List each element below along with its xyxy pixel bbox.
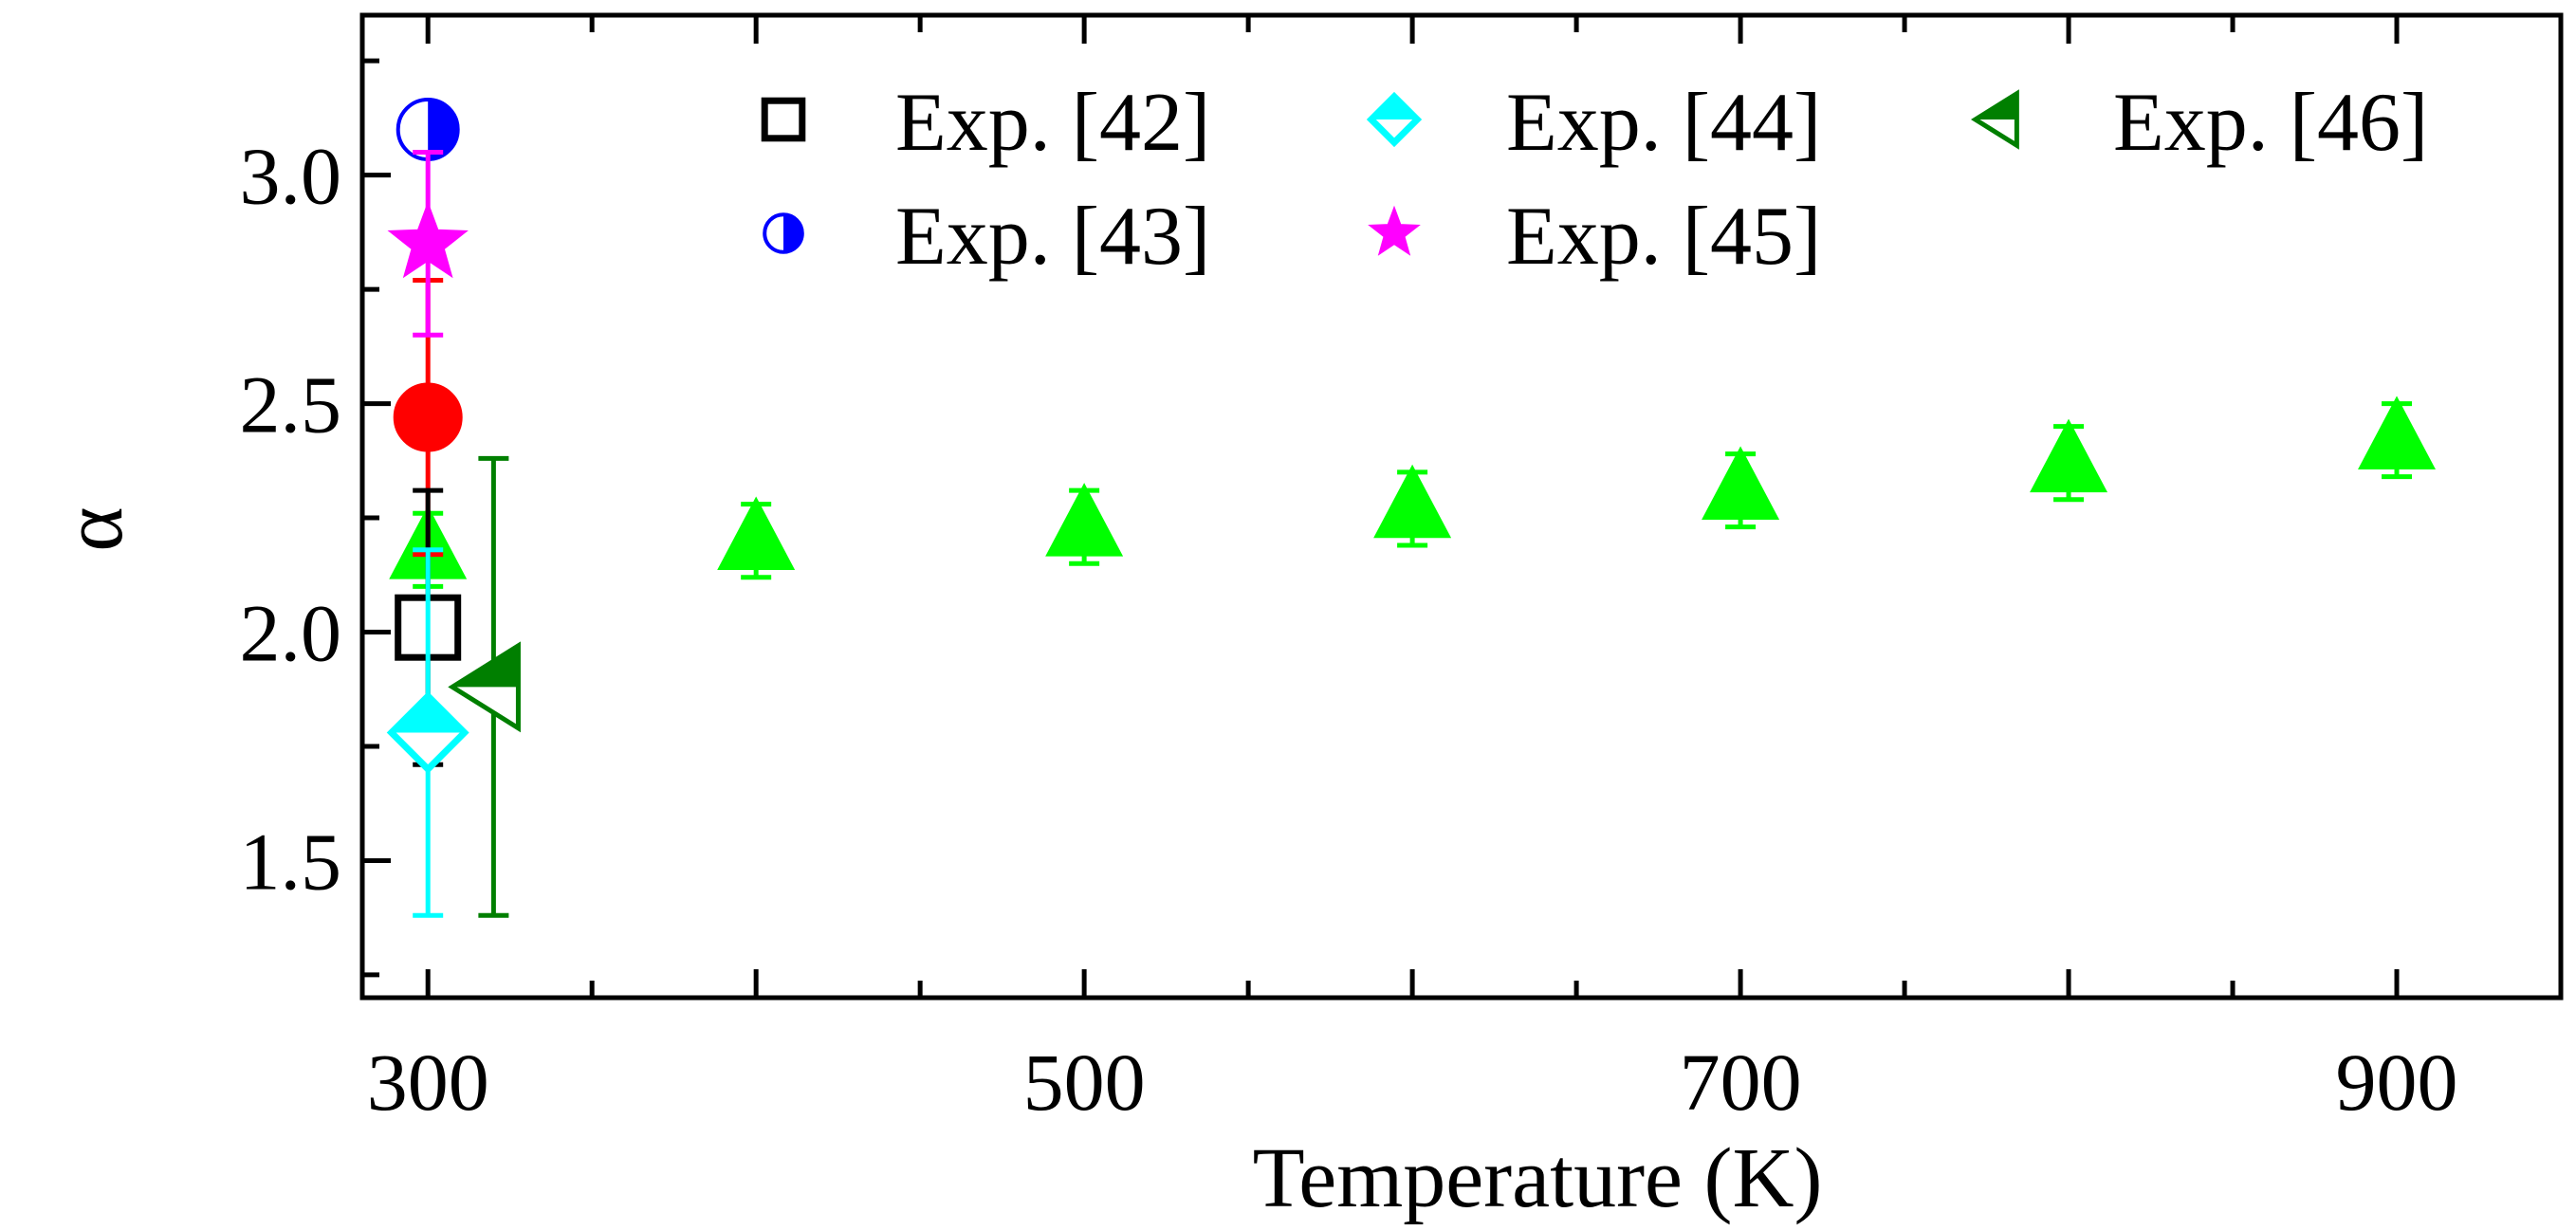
data-point — [2030, 418, 2108, 493]
y-tick-label: 3.0 — [240, 131, 342, 222]
y-tick-label: 2.5 — [240, 359, 342, 450]
x-tick-label: 900 — [2336, 1037, 2458, 1128]
data-point — [1045, 483, 1124, 557]
plot-frame — [359, 12, 2564, 1001]
legend-label: Exp. [43] — [895, 191, 1210, 283]
legend-item: Exp. [44] — [1366, 77, 1821, 169]
data-point-fill — [451, 645, 519, 688]
x-axis-title: Temperature (K) — [1253, 1131, 1823, 1225]
data-point — [387, 201, 469, 279]
data-point-fill — [391, 696, 465, 733]
data-point — [393, 382, 463, 452]
data-point-fill — [428, 99, 458, 159]
y-axis-title: α — [46, 506, 140, 551]
legend-item: Exp. [46] — [1971, 77, 2428, 169]
legend-item: Exp. [43] — [763, 191, 1210, 283]
x-tick-label: 700 — [1680, 1037, 1802, 1128]
series-5 — [387, 150, 469, 338]
x-tick-label: 500 — [1023, 1037, 1146, 1128]
legend-marker-fill — [1371, 96, 1418, 119]
series-0 — [389, 395, 2437, 589]
axes-layer: 300 500 700 900 1.5 2.0 2.5 3.0 — [240, 12, 2564, 1128]
series-6 — [448, 455, 521, 918]
legend-label: Exp. [44] — [1506, 77, 1821, 169]
legend-label: Exp. [46] — [2113, 77, 2428, 169]
legend-marker-fill — [1975, 93, 2017, 119]
legend-label: Exp. [45] — [1506, 191, 1821, 283]
legend-label: Exp. [42] — [895, 77, 1210, 169]
data-layer — [386, 97, 2437, 918]
y-tick-label: 1.5 — [240, 816, 342, 907]
data-point — [1373, 464, 1452, 539]
legend-marker — [761, 97, 806, 142]
legend: Exp. [42] Exp. [43] Exp. [44] Exp. [45] Exp.… — [761, 77, 2428, 283]
legend-marker-fill — [783, 214, 802, 252]
y-tick-label: 2.0 — [240, 588, 342, 679]
data-point — [717, 496, 796, 571]
series-3 — [396, 97, 460, 161]
data-point — [2358, 395, 2437, 470]
x-tick-label: 300 — [367, 1037, 489, 1128]
legend-item: Exp. [42] — [761, 77, 1210, 169]
data-point — [1702, 446, 1780, 521]
legend-item: Exp. [45] — [1368, 191, 1821, 283]
legend-marker — [1368, 205, 1421, 256]
series-4 — [386, 547, 469, 918]
